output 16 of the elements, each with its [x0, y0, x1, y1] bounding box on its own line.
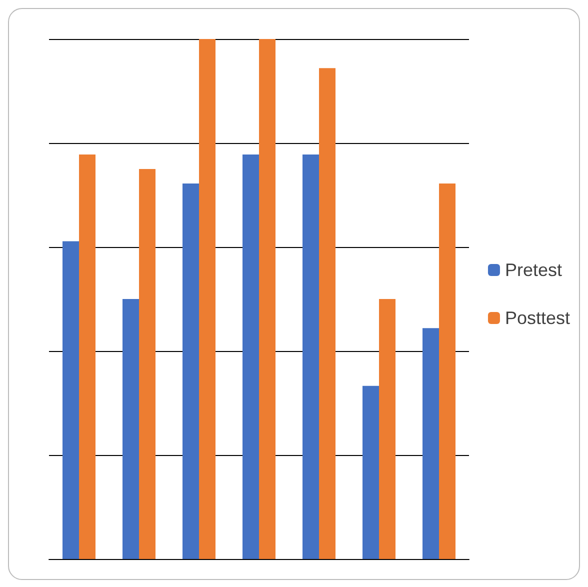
bar — [199, 39, 216, 559]
bar — [62, 241, 79, 559]
bar — [302, 154, 319, 559]
bar — [379, 299, 396, 559]
bar — [422, 328, 439, 559]
bar — [259, 39, 276, 559]
legend-label: Posttest — [504, 308, 570, 328]
bar — [182, 184, 199, 559]
bar — [319, 68, 336, 559]
bar — [242, 154, 259, 559]
bar — [362, 386, 379, 559]
legend-label: Pretest — [504, 260, 562, 280]
bar — [439, 184, 456, 559]
bar — [79, 154, 96, 559]
bar — [139, 169, 156, 559]
bar — [122, 299, 139, 559]
